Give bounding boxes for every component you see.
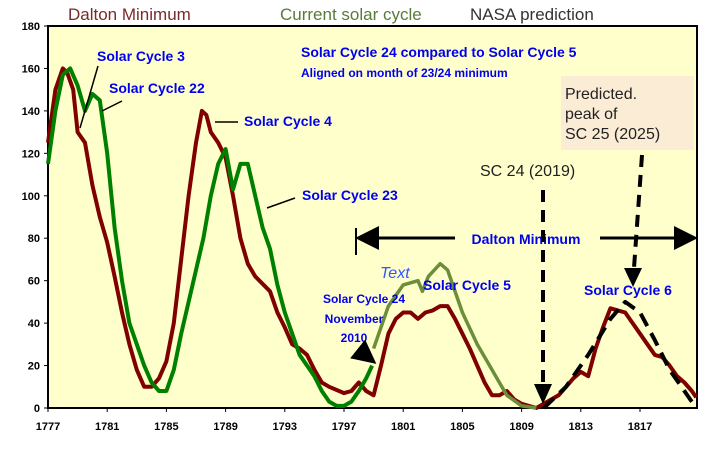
y-tick-label: 100: [22, 191, 40, 203]
legend-nasa: NASA prediction: [470, 5, 594, 24]
x-tick-label: 1789: [213, 421, 237, 433]
legend-dalton: Dalton Minimum: [68, 5, 191, 24]
y-tick-label: 40: [28, 318, 40, 330]
label-sc3: Solar Cycle 3: [97, 48, 185, 64]
label-sc5: Solar Cycle 5: [423, 277, 511, 293]
sc25-arrowhead: [624, 268, 642, 287]
label-sc4: Solar Cycle 4: [244, 113, 332, 129]
label-sc6: Solar Cycle 6: [584, 282, 672, 298]
x-tick-label: 1797: [332, 421, 356, 433]
sc24-arrow: [350, 339, 377, 364]
x-tick-label: 1817: [628, 421, 652, 433]
y-tick-label: 0: [34, 403, 40, 415]
text-placeholder: Text: [380, 265, 410, 282]
label-predicted-2: peak of: [565, 106, 618, 123]
label-sc24-line1: Solar Cycle 24: [323, 292, 405, 306]
series-dalton-line: [46, 66, 698, 410]
y-tick-label: 20: [28, 361, 40, 373]
pointer-sc23: [266, 197, 296, 209]
series-lines: [46, 66, 698, 410]
label-sc23: Solar Cycle 23: [302, 187, 398, 203]
label-sc24-line3: 2010: [341, 331, 368, 345]
series-prediction-line: [371, 261, 537, 410]
prediction-box: [561, 76, 694, 150]
series-current-line: [46, 66, 374, 408]
x-tick-label: 1785: [154, 421, 178, 433]
label-sc24-2019: SC 24 (2019): [480, 163, 575, 180]
x-axis: 1777 1781 1785 1789 1793 1797 1801 1805 1809 1813…: [36, 408, 652, 433]
label-predicted-1: Predicted.: [565, 86, 637, 103]
y-tick-label: 80: [28, 233, 40, 245]
sc24-2019-arrowhead: [534, 384, 552, 404]
y-tick-label: 140: [22, 106, 40, 118]
chart-subtitle: Aligned on month of 23/24 minimum: [301, 66, 508, 80]
pointer-sc3: [79, 65, 99, 129]
y-tick-label: 120: [22, 148, 40, 160]
series-nasa-line: [542, 299, 698, 410]
chart-title: Solar Cycle 24 compared to Solar Cycle 5: [301, 44, 577, 60]
x-tick-label: 1805: [450, 421, 474, 433]
x-tick-label: 1793: [273, 421, 297, 433]
y-tick-label: 160: [22, 63, 40, 75]
x-tick-label: 1813: [569, 421, 593, 433]
x-tick-label: 1777: [36, 421, 60, 433]
label-dalton-minimum: Dalton Minimum: [472, 231, 581, 247]
label-predicted-3: SC 25 (2025): [565, 126, 660, 143]
x-tick-label: 1781: [95, 421, 119, 433]
x-tick-label: 1801: [391, 421, 415, 433]
pointer-sc22: [101, 100, 123, 112]
label-sc24-line2: November: [325, 312, 384, 326]
y-tick-label: 180: [22, 21, 40, 33]
legend-current: Current solar cycle: [280, 5, 422, 24]
label-sc22: Solar Cycle 22: [109, 80, 205, 96]
y-axis: 0 20 40 60 80 100 120 140 160 180: [22, 21, 48, 415]
y-tick-label: 60: [28, 276, 40, 288]
x-tick-label: 1809: [509, 421, 533, 433]
